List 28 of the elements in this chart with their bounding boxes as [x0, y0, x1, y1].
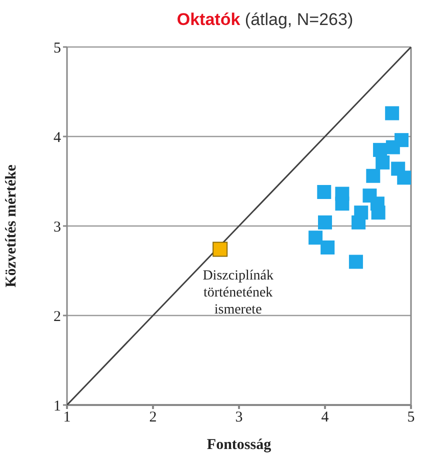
point — [308, 230, 323, 245]
y-tick-label: 5 — [54, 40, 61, 56]
point — [320, 240, 335, 254]
y-tick-label: 2 — [54, 308, 61, 325]
point — [348, 254, 363, 269]
point — [397, 170, 411, 185]
x-axis-title: Fontosság — [206, 437, 272, 453]
x-tick-label: 3 — [235, 410, 243, 426]
point — [318, 215, 332, 230]
y-tick-label: 3 — [54, 219, 61, 236]
x-tick-label: 2 — [149, 410, 157, 426]
x-tick-label: 4 — [321, 410, 330, 426]
point — [352, 215, 366, 230]
point — [386, 140, 400, 154]
y-tick-label: 1 — [54, 398, 61, 414]
annotation: Diszciplínák történetének ismerete — [202, 268, 274, 318]
chart-title: Oktatók — [176, 10, 240, 29]
point — [371, 206, 386, 220]
chart-subtitle: (átlag, N=263) — [244, 10, 354, 29]
point — [366, 168, 380, 183]
point — [385, 106, 400, 120]
y-tick-label: 4 — [54, 130, 62, 146]
point — [376, 155, 390, 170]
point — [212, 242, 228, 257]
x-tick-label: 5 — [407, 410, 415, 426]
y-axis-title: Közvetítés mértéke — [3, 164, 20, 288]
point — [335, 196, 350, 211]
point — [317, 184, 332, 199]
